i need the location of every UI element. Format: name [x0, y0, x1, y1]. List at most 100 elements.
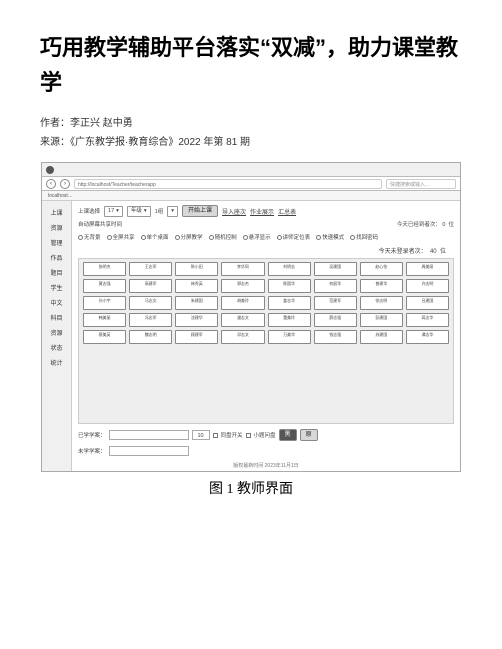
seat-cell[interactable]: 沈建华 [175, 313, 218, 327]
option-radio-label: 全屏共享 [113, 233, 135, 241]
seat-cell[interactable]: 魏志明 [129, 330, 172, 344]
sidebar-item[interactable]: 状态 [42, 340, 71, 355]
sidebar-item[interactable]: 资源 [42, 220, 71, 235]
seat-cell[interactable]: 彭建国 [360, 313, 403, 327]
period-label: 1组 [155, 207, 164, 215]
seat-cell[interactable]: 范建军 [314, 296, 357, 310]
sidebar-item[interactable]: 资源 [42, 325, 71, 340]
seat-cell[interactable]: 潘志文 [221, 313, 264, 327]
back-button[interactable]: ‹ [46, 179, 56, 189]
option-radio-label: 讲师定位表 [283, 233, 311, 241]
forward-button[interactable]: › [60, 179, 70, 189]
seat-cell[interactable]: 林秀英 [175, 279, 218, 293]
countdown-field[interactable]: 10 [192, 430, 210, 440]
seat-cell[interactable]: 苏建国 [360, 330, 403, 344]
option-radio-label: 分屏教学 [181, 233, 203, 241]
import-seat-link[interactable]: 导入座次 [222, 207, 246, 216]
toggle1-checkbox[interactable] [213, 433, 218, 438]
option-radio[interactable]: 无背景 [78, 233, 101, 241]
share-time-label: 自动屏幕共享时间 [78, 220, 122, 228]
seat-cell[interactable]: 赵心怡 [360, 262, 403, 276]
radio-dot-icon [141, 235, 146, 240]
figure-container: ‹ › http://localhost/Teacher/teacherapp … [40, 162, 462, 498]
option-radio[interactable]: 分屏教学 [175, 233, 203, 241]
seat-cell[interactable]: 徐志明 [360, 296, 403, 310]
seat-cell[interactable]: 吴建国 [314, 262, 357, 276]
seat-cell[interactable]: 蔡美英 [83, 330, 126, 344]
sidebar-item[interactable]: 上课 [42, 205, 71, 220]
option-radio[interactable]: 单个桌面 [141, 233, 169, 241]
sidebar-item[interactable]: 题目 [42, 265, 71, 280]
seat-cell[interactable]: 李华同 [221, 262, 264, 276]
option-radio[interactable]: 全屏共享 [107, 233, 135, 241]
unlearned-label: 未学学案： [78, 447, 106, 455]
seat-cell[interactable]: 姜志华 [268, 296, 311, 310]
seat-cell[interactable]: 顾建军 [175, 330, 218, 344]
sidebar-item[interactable]: 作品 [42, 250, 71, 265]
top-toolbar: 上课选择 17▾ 年级▾ 1组 ▾ 开始上课 导入座次 作业展示 汇总表 [78, 205, 454, 217]
seat-cell[interactable]: 曾建华 [360, 279, 403, 293]
homework-show-link[interactable]: 作业展示 [250, 207, 274, 216]
class-select-label: 上课选择 [78, 207, 100, 215]
seat-cell[interactable]: 何丽华 [314, 279, 357, 293]
sub-toolbar: 自动屏幕共享时间 今天已经到者次： 0 位 [78, 220, 454, 228]
seat-cell[interactable]: 王志军 [129, 262, 172, 276]
toggle2-checkbox[interactable] [246, 433, 251, 438]
radio-dot-icon [350, 235, 355, 240]
unlearned-row: 未学学案： [78, 446, 454, 456]
seat-cell[interactable]: 许志明 [406, 279, 449, 293]
black-button[interactable]: 黑 [279, 429, 297, 441]
summary-link[interactable]: 汇总表 [278, 207, 296, 216]
option-radio[interactable]: 讲师定位表 [277, 233, 311, 241]
seat-cell[interactable]: 周美丽 [406, 262, 449, 276]
seat-cell[interactable]: 薛志强 [314, 313, 357, 327]
seat-cell[interactable]: 冯志军 [129, 313, 172, 327]
browser-addressbar: ‹ › http://localhost/Teacher/teacherapp … [42, 177, 460, 191]
seat-cell[interactable]: 吕建国 [406, 296, 449, 310]
seat-cell[interactable]: 孙小宇 [83, 296, 126, 310]
radio-dot-icon [277, 235, 282, 240]
grade-select[interactable]: 年级▾ [127, 206, 151, 217]
start-class-button[interactable]: 开始上课 [182, 205, 218, 217]
learned-field[interactable] [109, 430, 189, 440]
option-radio[interactable]: 找回密码 [350, 233, 378, 241]
seat-cell[interactable]: 张明杰 [83, 262, 126, 276]
seat-cell[interactable]: 胡美玲 [221, 296, 264, 310]
sidebar-item[interactable]: 管理 [42, 235, 71, 250]
browser-search-input[interactable]: 快捷搜索或输入… [386, 179, 456, 189]
seat-cell[interactable]: 钱志强 [314, 330, 357, 344]
class-select[interactable]: 17▾ [104, 206, 123, 217]
url-input[interactable]: http://localhost/Teacher/teacherapp [74, 179, 382, 189]
seat-cell[interactable]: 韩美丽 [83, 313, 126, 327]
seat-cell[interactable]: 万美华 [268, 330, 311, 344]
option-radio[interactable]: 随机控制 [209, 233, 237, 241]
stat-not-row: 今天未登录者次： 40 位 [78, 246, 454, 255]
learned-row: 已学学案： 10 同盘开关 小题问盘 黑 原 [78, 429, 454, 441]
seat-cell[interactable]: 黄志强 [83, 279, 126, 293]
bookmark-item[interactable]: localhost… [48, 193, 73, 199]
period-select[interactable]: ▾ [167, 206, 178, 217]
app-sidebar: 上课资源管理作品题目学生中文科目资源状态统计 [42, 201, 72, 472]
seat-cell[interactable]: 陈小田 [175, 262, 218, 276]
seat-cell[interactable]: 谭志华 [406, 330, 449, 344]
unlearned-field[interactable] [109, 446, 189, 456]
seat-cell[interactable]: 马志文 [129, 296, 172, 310]
option-radio[interactable]: 悬浮显示 [243, 233, 271, 241]
reset-button[interactable]: 原 [300, 429, 318, 441]
seat-cell[interactable]: 董美玲 [268, 313, 311, 327]
seat-cell[interactable]: 朱建国 [175, 296, 218, 310]
seat-cell[interactable]: 刘明志 [268, 262, 311, 276]
sidebar-item[interactable]: 科目 [42, 310, 71, 325]
seat-cell[interactable]: 郑志杰 [221, 279, 264, 293]
sidebar-item[interactable]: 学生 [42, 280, 71, 295]
sidebar-item[interactable]: 中文 [42, 295, 71, 310]
article-title: 巧用教学辅助平台落实“双减”，助力课堂教学 [40, 30, 462, 100]
seat-cell[interactable]: 陈国华 [268, 279, 311, 293]
seat-cell[interactable]: 蒋志华 [406, 313, 449, 327]
seat-cell[interactable]: 高建军 [129, 279, 172, 293]
option-radio[interactable]: 快速模式 [316, 233, 344, 241]
window-control-icon[interactable] [46, 166, 54, 174]
window-titlebar [42, 163, 460, 177]
sidebar-item[interactable]: 统计 [42, 355, 71, 370]
seat-cell[interactable]: 邓志文 [221, 330, 264, 344]
